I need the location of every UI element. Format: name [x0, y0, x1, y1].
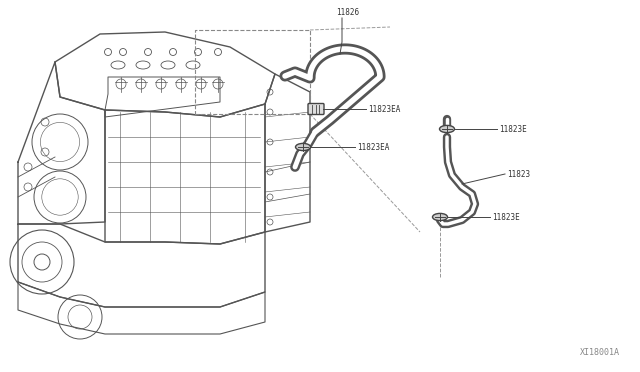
FancyBboxPatch shape [308, 103, 324, 115]
Text: 11826: 11826 [336, 8, 359, 17]
Text: 11823: 11823 [507, 170, 530, 179]
Text: 11823E: 11823E [492, 212, 520, 221]
Ellipse shape [440, 125, 454, 132]
Text: 11823EA: 11823EA [357, 142, 389, 151]
Text: XI18001A: XI18001A [580, 348, 620, 357]
Ellipse shape [296, 143, 310, 151]
Text: 11823EA: 11823EA [368, 105, 401, 113]
Text: 11823E: 11823E [499, 125, 527, 134]
Ellipse shape [433, 214, 447, 221]
